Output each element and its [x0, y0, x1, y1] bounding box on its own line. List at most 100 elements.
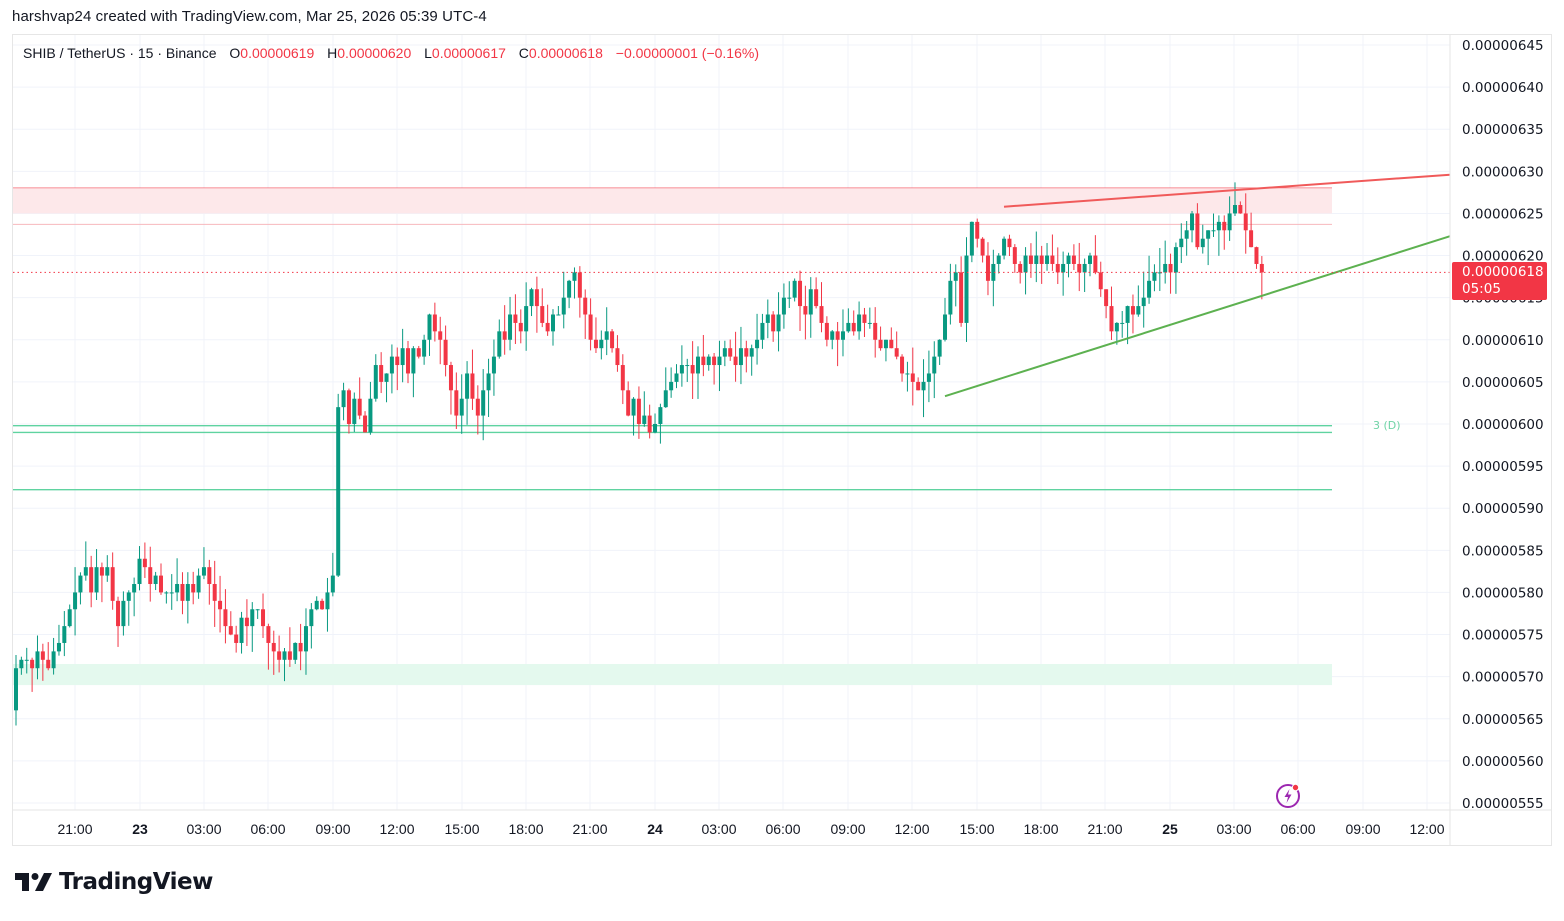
chart-credit: harshvap24 created with TradingView.com,…: [12, 8, 487, 25]
candle-up: [132, 584, 137, 593]
candle-down: [406, 348, 411, 374]
upper-trendline[interactable]: [1003, 173, 1451, 208]
candle-up: [722, 348, 727, 357]
candle-down: [728, 348, 733, 357]
candle-down: [1168, 263, 1173, 273]
horizontal-zones[interactable]: [13, 187, 1332, 686]
candle-up: [1088, 255, 1092, 264]
candle-up: [1184, 230, 1189, 239]
candle-down: [234, 634, 239, 643]
candle-up: [293, 642, 298, 660]
candle-down: [158, 575, 163, 593]
candle-up: [669, 381, 674, 391]
symbol-title[interactable]: SHIB / TetherUS · 15 · Binance: [23, 45, 217, 61]
candle-down: [1109, 306, 1114, 332]
candle-down: [298, 642, 303, 652]
candle-down: [46, 659, 51, 669]
candle-down: [1098, 272, 1103, 290]
tradingview-logo[interactable]: TradingView: [15, 869, 213, 895]
support-zone[interactable]: [13, 664, 1332, 686]
time-tick-label: 03:00: [1216, 821, 1251, 837]
price-tick-label: 0.00000620: [1462, 249, 1544, 265]
candle-down: [110, 567, 115, 601]
candle-up: [56, 642, 61, 652]
candle-up: [341, 390, 346, 408]
candle-up: [996, 255, 1001, 264]
time-tick-label: 03:00: [701, 821, 736, 837]
candle-up: [867, 322, 872, 324]
candle-up: [389, 356, 394, 374]
candle-down: [271, 642, 276, 652]
candle-up: [459, 398, 464, 416]
candle-down: [873, 322, 878, 340]
candle-up: [239, 617, 244, 643]
resistance-zone[interactable]: [13, 188, 1332, 214]
candle-down: [212, 584, 217, 601]
candle-up: [905, 373, 910, 375]
candle-up: [314, 600, 319, 610]
price-tick-label: 0.00000635: [1462, 122, 1544, 138]
candle-up: [599, 339, 604, 349]
candle-up: [556, 314, 561, 316]
candle-up: [164, 592, 169, 594]
time-axis[interactable]: 21:00 23 03:00 06:00 09:00 12:00 15:00 18:00 21:…: [13, 809, 1551, 837]
candle-down: [620, 365, 625, 391]
candle-down: [1028, 255, 1033, 264]
price-tick-label: 0.00000560: [1462, 754, 1544, 770]
candle-up: [83, 567, 88, 576]
lightning-alert-icon[interactable]: [1274, 781, 1302, 809]
tradingview-wordmark: TradingView: [59, 869, 213, 895]
candle-down: [626, 390, 631, 416]
candle-down: [1018, 263, 1023, 273]
candle-up: [846, 322, 851, 332]
candle-down: [1007, 238, 1012, 248]
candle-up: [1211, 230, 1216, 232]
time-tick-label: 06:00: [765, 821, 800, 837]
candle-up: [1147, 280, 1152, 298]
trendlines[interactable]: [944, 173, 1451, 398]
price-tick-label: 0.00000610: [1462, 333, 1544, 349]
candle-down: [261, 609, 266, 627]
candle-down: [900, 356, 905, 374]
candle-up: [330, 575, 335, 593]
time-tick-label: 24: [647, 821, 663, 837]
candle-up: [679, 365, 684, 374]
candle-up: [551, 314, 555, 332]
candle-up: [948, 280, 953, 315]
candle-down: [1238, 205, 1243, 214]
candle-down: [277, 651, 282, 660]
candle-up: [67, 609, 72, 627]
candle-up: [1045, 255, 1050, 264]
price-axis[interactable]: 0.00000645 0.00000640 0.00000635 0.00000630…: [1449, 35, 1544, 845]
candle-down: [40, 651, 45, 660]
candle-down: [894, 348, 899, 357]
price-tick-label: 0.00000640: [1462, 80, 1544, 96]
change-value: −0.00000001 (−0.16%): [615, 45, 759, 61]
candle-up: [14, 668, 18, 711]
candle-down: [534, 289, 539, 307]
candle-down: [636, 398, 641, 424]
candle-up: [1136, 306, 1141, 315]
candle-down: [1055, 263, 1060, 273]
candle-down: [207, 567, 212, 585]
candle-down: [803, 306, 808, 315]
bar-countdown: 05:05: [1462, 281, 1501, 297]
candle-down: [889, 339, 894, 349]
candle-down: [266, 626, 271, 643]
candle-up: [35, 651, 40, 669]
candle-down: [470, 373, 475, 399]
candle-up: [422, 339, 427, 357]
candle-up: [175, 584, 180, 593]
price-tick-label: 0.00000590: [1462, 501, 1544, 517]
candle-down: [513, 314, 518, 323]
candle-down: [916, 381, 921, 391]
candle-down: [1071, 255, 1076, 264]
candle-up: [658, 407, 663, 424]
candle-up: [1023, 255, 1028, 273]
candle-up: [1082, 263, 1087, 273]
candle-down: [1077, 263, 1082, 273]
candle-up: [1141, 297, 1146, 307]
candle-up: [631, 398, 636, 416]
lower-trendline[interactable]: [944, 235, 1451, 398]
